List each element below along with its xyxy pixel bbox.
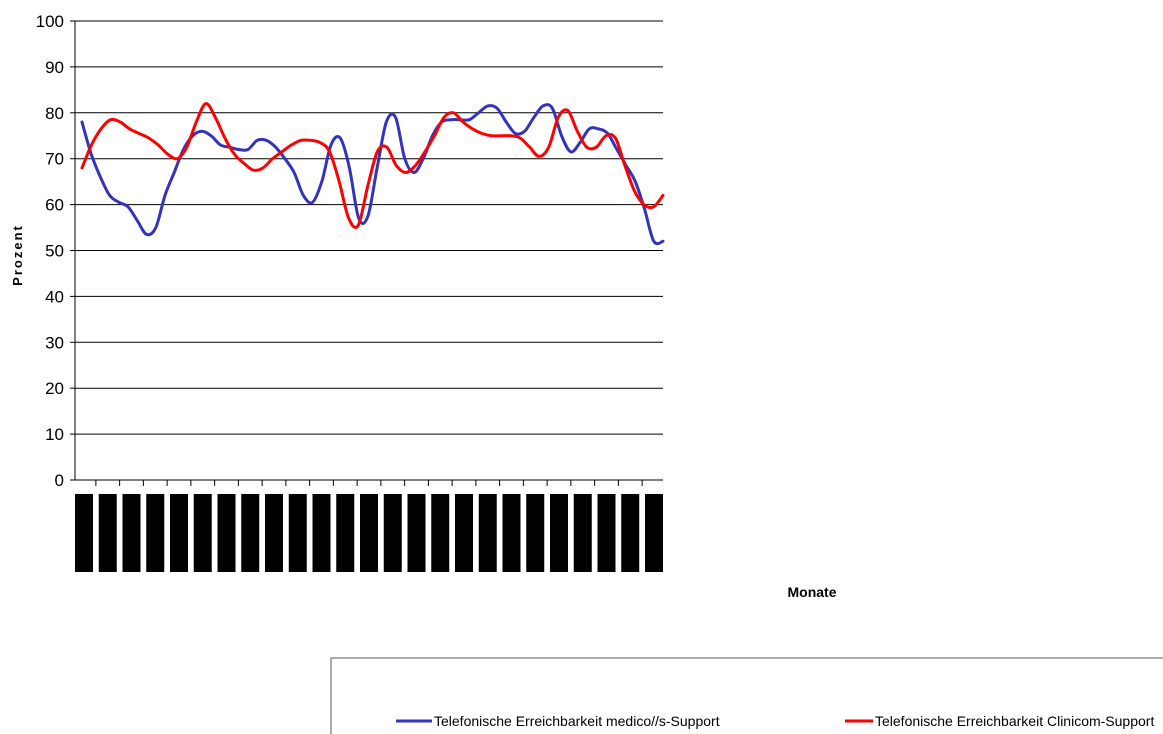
- redacted-label-block: [526, 494, 545, 572]
- gridlines: [75, 20, 663, 435]
- redacted-label-block: [573, 494, 592, 572]
- redacted-label-block: [431, 494, 450, 572]
- redacted-label-block: [265, 494, 283, 572]
- y-tick-label: 90: [45, 58, 64, 77]
- redacted-label-block: [288, 494, 307, 572]
- series-lines: [80, 102, 665, 246]
- redacted-label-block: [122, 494, 141, 572]
- redacted-label-block: [170, 494, 188, 572]
- series-line-2: [80, 102, 665, 229]
- redacted-x-tick-labels: [75, 494, 663, 572]
- redacted-label-block: [455, 494, 473, 572]
- y-tick-label: 60: [45, 196, 64, 215]
- y-tick-label: 20: [45, 379, 64, 398]
- y-tick-label: 0: [55, 471, 64, 490]
- y-axis-label: Prozent: [10, 224, 25, 286]
- redacted-label-block: [407, 494, 426, 572]
- redacted-label-block: [241, 494, 260, 572]
- redacted-label-block: [383, 494, 402, 572]
- redacted-label-block: [502, 494, 521, 572]
- legend-label-series-1: Telefonische Erreichbarkeit medico//s-Su…: [434, 713, 720, 729]
- redacted-label-block: [75, 494, 93, 572]
- legend-label-series-2: Telefonische Erreichbarkeit Clinicom-Sup…: [875, 713, 1154, 729]
- redacted-label-block: [217, 494, 236, 572]
- redacted-label-block: [312, 494, 331, 572]
- x-axis-label: Monate: [788, 584, 837, 600]
- redacted-label-block: [550, 494, 568, 572]
- legend: Telefonische Erreichbarkeit medico//s-Su…: [330, 657, 1163, 734]
- y-tick-label: 50: [45, 242, 64, 261]
- redacted-label-block: [621, 494, 640, 572]
- redacted-label-block: [478, 494, 497, 572]
- y-tick-label: 10: [45, 425, 64, 444]
- series-line-1: [80, 103, 665, 246]
- redacted-label-block: [193, 494, 212, 572]
- x-axis: [74, 21, 663, 486]
- redacted-label-block: [98, 494, 117, 572]
- legend-box: [330, 657, 1163, 734]
- y-tick-label: 40: [45, 287, 64, 306]
- y-axis-ticks: 0 10 20 30 40 50 60 70 80 90 100: [36, 12, 75, 490]
- redacted-label-block: [597, 494, 616, 572]
- redacted-label-block: [336, 494, 355, 572]
- y-tick-label: 80: [45, 104, 64, 123]
- y-tick-label: 100: [36, 12, 64, 31]
- y-tick-label: 70: [45, 150, 64, 169]
- redacted-label-block: [360, 494, 378, 572]
- redacted-label-block: [146, 494, 165, 572]
- redacted-label-block: [645, 494, 663, 572]
- y-tick-label: 30: [45, 333, 64, 352]
